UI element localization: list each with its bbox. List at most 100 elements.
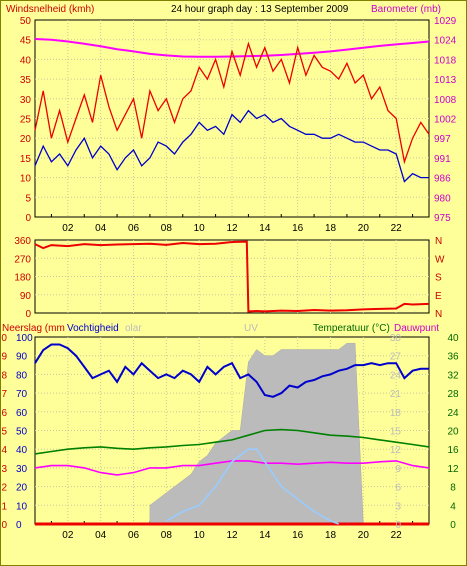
uv-solar-tick-label: 24 <box>390 370 402 381</box>
temperature-tick-label: 32 <box>447 370 459 381</box>
hour-tick-label: 08 <box>161 223 173 234</box>
wind-tick-label: 30 <box>20 95 32 106</box>
rain-tick-label: 10 <box>1 333 7 344</box>
temperature-tick-label: 36 <box>447 352 459 363</box>
barometer-tick-label: 1008 <box>434 95 457 106</box>
temperature-tick-label: 16 <box>447 445 459 456</box>
direction-compass-label: N <box>435 236 442 247</box>
uv-solar-tick-label: 6 <box>395 483 401 494</box>
uv-solar-tick-label: 3 <box>395 501 401 512</box>
hour-tick-label: 12 <box>226 223 238 234</box>
temperature-tick-label: 8 <box>450 483 456 494</box>
hour-tick-label: 14 <box>259 223 271 234</box>
humidity-tick-label: 40 <box>16 445 28 456</box>
rain-tick-label: 1 <box>1 501 7 512</box>
uv-axis-title: UV <box>244 323 258 334</box>
wind-tick-label: 0 <box>25 213 31 224</box>
uv-line <box>165 448 339 525</box>
hour-tick-label: 18 <box>325 223 337 234</box>
uv-solar-tick-label: 15 <box>390 427 402 438</box>
temperature-axis-title: Temperatuur (°C) <box>313 323 390 334</box>
humidity-tick-label: 80 <box>16 370 28 381</box>
rain-tick-label: 8 <box>1 370 7 381</box>
uv-solar-tick-label: 30 <box>390 333 402 344</box>
barometer-line <box>34 38 430 58</box>
direction-degree-label: 0 <box>25 309 31 320</box>
temperature-tick-label: 0 <box>450 520 456 531</box>
wind-gust-line <box>34 41 430 165</box>
uv-solar-tick-label: 27 <box>390 352 402 363</box>
uv-solar-tick-label: 9 <box>395 464 401 475</box>
direction-compass-label: W <box>435 254 445 265</box>
hour-tick-label: 22 <box>391 223 403 234</box>
direction-compass-label: N <box>435 309 442 320</box>
humidity-axis-title: Vochtigheid <box>67 323 119 334</box>
direction-degree-label: 270 <box>14 254 31 265</box>
temperature-tick-label: 4 <box>450 501 456 512</box>
uv-solar-tick-label: 0 <box>395 520 401 531</box>
barometer-tick-label: 1024 <box>434 36 457 47</box>
hour-tick-label: 18 <box>325 530 337 541</box>
barometer-tick-label: 1002 <box>434 115 457 126</box>
temperature-tick-label: 28 <box>447 389 459 400</box>
wind-tick-label: 20 <box>20 134 32 145</box>
wind-tick-label: 35 <box>20 75 32 86</box>
rain-tick-label: 3 <box>1 464 7 475</box>
rain-tick-label: 7 <box>1 389 7 400</box>
wind-average-line <box>34 109 429 183</box>
hour-tick-label: 12 <box>226 530 238 541</box>
humidity-line <box>34 343 429 398</box>
temperature-tick-label: 20 <box>447 427 459 438</box>
humidity-tick-label: 100 <box>16 333 33 344</box>
rain-tick-label: 9 <box>1 352 7 363</box>
hour-tick-label: 02 <box>62 530 74 541</box>
uv-solar-tick-label: 18 <box>390 408 402 419</box>
humidity-tick-label: 90 <box>16 352 28 363</box>
direction-degree-label: 360 <box>14 236 31 247</box>
hour-tick-label: 08 <box>161 530 173 541</box>
hour-tick-label: 20 <box>358 223 370 234</box>
barometer-tick-label: 975 <box>434 213 451 224</box>
direction-degree-label: 90 <box>20 291 32 302</box>
temperature-tick-label: 40 <box>447 333 459 344</box>
wind-tick-label: 25 <box>20 115 32 126</box>
temperature-line <box>34 428 430 455</box>
wind-tick-label: 50 <box>20 16 32 27</box>
hour-tick-label: 14 <box>259 530 271 541</box>
rain-tick-label: 6 <box>1 408 7 419</box>
uv-solar-tick-label: 12 <box>390 445 402 456</box>
hour-tick-label: 06 <box>128 223 140 234</box>
uv-solar-tick-label: 21 <box>390 389 402 400</box>
rain-tick-label: 5 <box>1 427 7 438</box>
wind-tick-label: 40 <box>20 55 32 66</box>
wind-direction-line <box>34 240 430 313</box>
humidity-tick-label: 50 <box>16 427 28 438</box>
hour-tick-label: 16 <box>292 530 304 541</box>
rain-tick-label: 4 <box>1 445 7 456</box>
barometer-tick-label: 1018 <box>434 55 457 66</box>
humidity-tick-label: 60 <box>16 408 28 419</box>
hour-tick-label: 10 <box>194 223 206 234</box>
barometer-tick-label: 986 <box>434 174 451 185</box>
wind-tick-label: 10 <box>20 174 32 185</box>
barometer-tick-label: 1029 <box>434 16 457 27</box>
wind-tick-label: 5 <box>25 193 31 204</box>
temperature-tick-label: 12 <box>447 464 459 475</box>
humidity-tick-label: 30 <box>16 464 28 475</box>
rain-axis-title: Neerslag (mm <box>2 323 65 334</box>
wind-axis-title: Windsnelheid (kmh) <box>6 4 94 15</box>
wind-tick-label: 45 <box>20 36 32 47</box>
barometer-tick-label: 991 <box>434 154 451 165</box>
chart-title: 24 hour graph day : 13 September 2009 <box>171 4 349 15</box>
dewpoint-axis-title: Dauwpunt <box>394 323 439 334</box>
humidity-tick-label: 0 <box>16 520 22 531</box>
hour-tick-label: 20 <box>358 530 370 541</box>
hour-tick-label: 16 <box>292 223 304 234</box>
rain-tick-label: 0 <box>1 520 7 531</box>
rain-tick-label: 2 <box>1 483 7 494</box>
hour-tick-label: 04 <box>95 530 107 541</box>
humidity-tick-label: 10 <box>16 501 28 512</box>
hour-tick-label: 04 <box>95 223 107 234</box>
humidity-tick-label: 70 <box>16 389 28 400</box>
